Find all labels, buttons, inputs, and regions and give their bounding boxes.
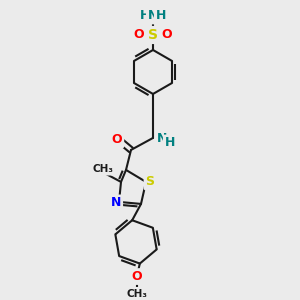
Text: O: O (134, 28, 144, 41)
Text: O: O (162, 28, 172, 41)
Text: S: S (146, 176, 154, 188)
Text: O: O (112, 134, 122, 146)
Text: CH₃: CH₃ (92, 164, 113, 174)
Text: N: N (111, 196, 121, 209)
Text: N: N (157, 132, 167, 146)
Text: H: H (156, 10, 166, 22)
Text: O: O (131, 270, 142, 283)
Text: H: H (140, 10, 150, 22)
Text: S: S (148, 28, 158, 42)
Text: H: H (165, 136, 175, 149)
Text: CH₃: CH₃ (126, 289, 147, 298)
Text: N: N (148, 10, 158, 22)
